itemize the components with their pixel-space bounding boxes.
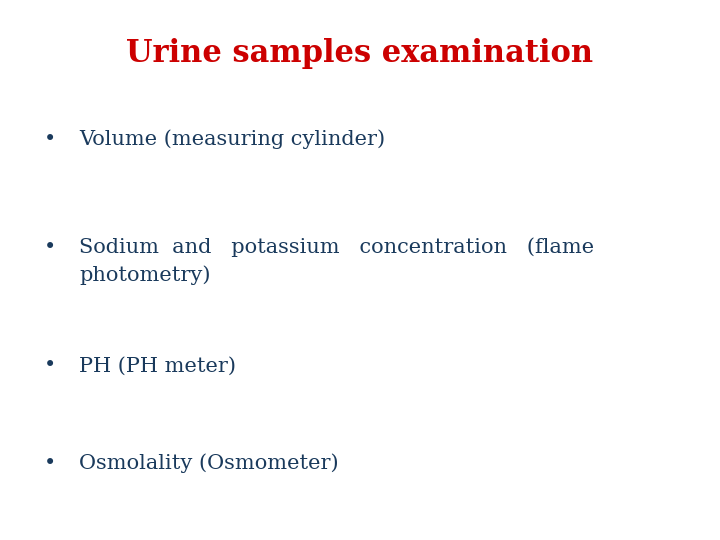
Text: •: • — [44, 356, 57, 375]
Text: •: • — [44, 130, 57, 148]
Text: Volume (measuring cylinder): Volume (measuring cylinder) — [79, 130, 385, 149]
Text: PH (PH meter): PH (PH meter) — [79, 356, 236, 375]
Text: •: • — [44, 238, 57, 256]
Text: Osmolality (Osmometer): Osmolality (Osmometer) — [79, 454, 339, 473]
Text: Sodium  and   potassium   concentration   (flame
photometry): Sodium and potassium concentration (flam… — [79, 238, 594, 285]
Text: Urine samples examination: Urine samples examination — [127, 38, 593, 69]
Text: •: • — [44, 454, 57, 472]
